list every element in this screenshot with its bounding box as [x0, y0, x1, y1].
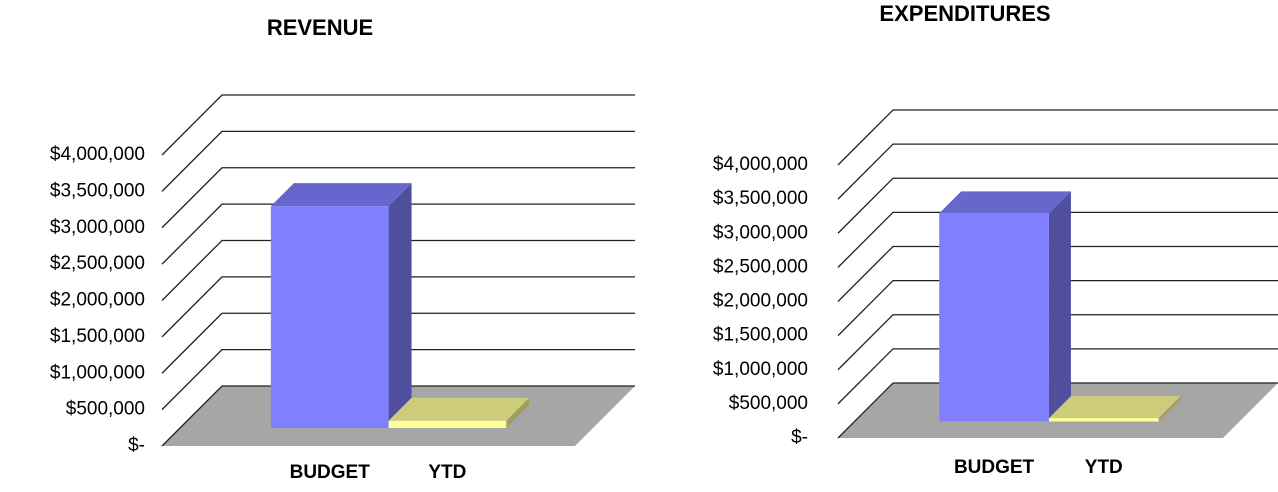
bar-side: [1158, 396, 1181, 422]
y-tick-label: $2,000,000: [50, 290, 145, 311]
x-tick-label: BUDGET: [290, 462, 371, 483]
y-tick-label: $-: [128, 435, 145, 456]
y-tick-label: $2,500,000: [50, 253, 145, 274]
bar-side: [388, 183, 412, 428]
grid-line: [161, 385, 635, 447]
x-tick-label: YTD: [1085, 457, 1123, 478]
grid-line: [837, 382, 1278, 439]
grid-line: [837, 109, 1278, 166]
grid-line: [161, 348, 635, 411]
grid-line: [837, 177, 1278, 234]
grid-line: [837, 279, 1278, 337]
bar: [1048, 396, 1181, 422]
bar-front: [388, 420, 507, 428]
bar-front: [939, 213, 1049, 422]
grid-line: [161, 203, 635, 265]
y-tick-label: $500,000: [66, 399, 145, 420]
y-tick-label: $-: [791, 427, 808, 448]
y-tick-label: $4,000,000: [713, 154, 808, 175]
bar-top: [939, 191, 1071, 214]
grid-line: [837, 348, 1278, 405]
y-tick-label: $4,000,000: [50, 144, 145, 165]
grid-line: [161, 239, 635, 301]
grid-line: [161, 167, 635, 229]
grid-line: [837, 211, 1278, 268]
y-tick-label: $1,500,000: [713, 325, 808, 346]
x-tick-label: BUDGET: [954, 457, 1035, 478]
bar: [270, 183, 412, 428]
y-tick-label: $3,000,000: [50, 217, 145, 238]
grid-line: [837, 245, 1278, 302]
grid-line: [161, 312, 635, 374]
y-tick-label: $2,000,000: [713, 291, 808, 312]
chart-title: EXPENDITURES: [879, 1, 1050, 26]
bar-front: [1048, 418, 1159, 422]
grid-line: [837, 143, 1278, 200]
y-tick-label: $2,500,000: [713, 256, 808, 277]
y-tick-label: $3,000,000: [713, 222, 808, 243]
bar-top: [1048, 396, 1181, 419]
x-tick-label: YTD: [428, 462, 466, 483]
bar: [939, 191, 1071, 422]
y-tick-label: $1,000,000: [713, 359, 808, 380]
bar-side: [506, 397, 530, 428]
bar-front: [270, 206, 389, 428]
y-tick-label: $3,500,000: [50, 180, 145, 201]
bar-side: [1048, 191, 1071, 422]
grid-line: [161, 130, 635, 192]
grid-line: [161, 94, 635, 156]
bar-top: [388, 397, 530, 421]
grid-line: [161, 276, 635, 338]
bar-top: [270, 183, 412, 207]
y-tick-label: $3,500,000: [713, 188, 808, 209]
bar: [388, 397, 530, 428]
y-tick-label: $1,500,000: [50, 326, 145, 347]
y-tick-label: $1,000,000: [50, 362, 145, 383]
y-tick-label: $500,000: [729, 393, 808, 414]
grid-line: [837, 314, 1278, 371]
chart-title: REVENUE: [267, 15, 373, 40]
